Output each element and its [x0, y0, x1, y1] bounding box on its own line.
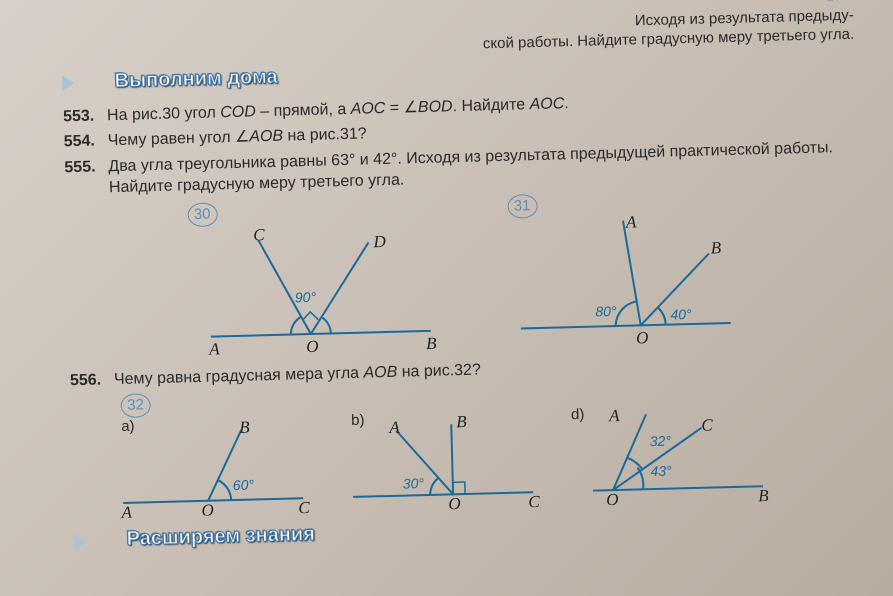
chevron-icon [74, 534, 86, 550]
svg-text:60°: 60° [233, 477, 255, 494]
figure-row-2: a) A O C B 60° b) A B [111, 399, 866, 519]
svg-text:O: O [201, 501, 214, 519]
figure-32a-svg: A O C B 60° [111, 413, 314, 518]
figure-32b: b) A B O C 30° [341, 407, 544, 512]
figure-31-svg: A B O 80° 40° [507, 213, 740, 349]
top-corner: 180° [826, 0, 853, 3]
figure-32b-svg: A B O C 30° [341, 407, 544, 512]
textbook-page: 180° Исходя из результата предыду- ской … [0, 0, 893, 562]
svg-text:O: O [305, 337, 318, 356]
sub-label: d) [571, 406, 585, 423]
svg-text:40°: 40° [670, 306, 692, 323]
figure-32a: a) A O C B 60° [111, 413, 314, 518]
svg-text:B: B [710, 238, 721, 257]
svg-text:B: B [239, 418, 250, 437]
problem-number: 556. [70, 369, 115, 392]
figure-number: 31 [507, 194, 538, 219]
svg-text:A: A [624, 213, 636, 232]
svg-text:C: C [701, 416, 713, 435]
svg-text:O: O [635, 328, 648, 347]
sub-label: a) [121, 418, 135, 435]
svg-text:O: O [448, 495, 461, 513]
svg-text:A: A [207, 339, 219, 357]
sub-label: b) [351, 412, 365, 429]
svg-text:A: A [608, 406, 620, 425]
svg-text:B: B [758, 487, 769, 506]
problem-number: 553. [63, 105, 108, 128]
figure-30: 30 C D A B O 90° [187, 196, 451, 357]
top-line2: Исходя из результата предыду- [635, 6, 854, 29]
figure-31: 31 A B O 80° 40° [507, 189, 741, 349]
svg-text:B: B [456, 412, 467, 431]
figure-row-1: 30 C D A B O 90° 31 [65, 185, 862, 360]
top-line1: ской работы. Найдите градусную меру трет… [483, 26, 855, 53]
svg-text:C: C [298, 499, 310, 518]
svg-text:C: C [252, 225, 264, 244]
figure-number: 32 [120, 394, 151, 419]
svg-text:D: D [372, 232, 386, 251]
svg-text:90°: 90° [294, 289, 316, 306]
svg-text:C: C [528, 492, 540, 511]
svg-text:30°: 30° [403, 476, 425, 493]
svg-text:32°: 32° [650, 433, 672, 450]
figure-30-svg: C D A B O 90° [188, 220, 451, 357]
svg-text:43°: 43° [650, 463, 672, 480]
svg-text:A: A [388, 418, 400, 437]
svg-text:B: B [425, 334, 436, 353]
problem-number: 554. [63, 130, 108, 153]
svg-text:O: O [606, 490, 619, 506]
problem-number: 555. [64, 156, 109, 200]
svg-text:80°: 80° [595, 303, 617, 320]
figure-number: 30 [187, 202, 218, 227]
svg-text:A: A [120, 503, 132, 518]
figure-32d-svg: A C O B 32° 43° [571, 401, 774, 506]
figure-32d: d) A C O B 32° 43° [571, 401, 774, 506]
chevron-icon [62, 75, 74, 91]
